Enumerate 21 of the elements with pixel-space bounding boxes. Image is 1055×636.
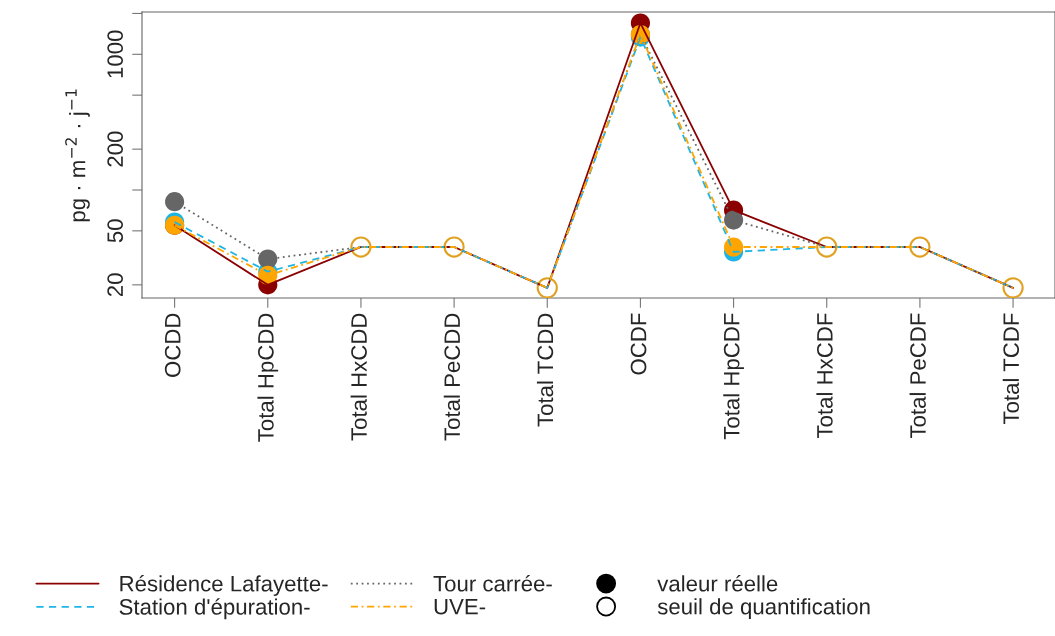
x-tick-label: Total HxCDF bbox=[816, 313, 833, 439]
y-axis-title: pg · m$^{−2}$ · j$^{−1}$ bbox=[65, 89, 90, 222]
x-tick-label: Total PeCDF bbox=[909, 313, 926, 439]
y-tick-label: 200 bbox=[107, 131, 124, 167]
x-tick-label: OCDF bbox=[630, 313, 647, 375]
y-tick-label: 1000 bbox=[107, 30, 124, 78]
x-tick-label: OCDD bbox=[164, 313, 181, 377]
x-tick-label: Total HpCDD bbox=[257, 313, 279, 442]
legend-label: Tour carrée- bbox=[433, 575, 552, 592]
text: valeur réelle bbox=[657, 575, 778, 592]
x-tick-label: Total PeCDD bbox=[443, 313, 461, 441]
legend-label: Résidence Lafayette- bbox=[120, 575, 328, 596]
y-tick-label: 20 bbox=[107, 273, 124, 297]
legend-label: Station d'épuration- bbox=[119, 598, 310, 620]
x-tick-label: Total HpCDF bbox=[723, 313, 744, 440]
x-tick-label: Total TCDD bbox=[536, 313, 554, 427]
legend-label: UVE- bbox=[434, 599, 486, 615]
text: seuil de quantification bbox=[657, 598, 870, 619]
y-tick-label: 50 bbox=[107, 219, 124, 243]
x-tick-label: Total HxCDD bbox=[350, 313, 367, 441]
x-tick-label: Total TCDF bbox=[1002, 313, 1020, 425]
